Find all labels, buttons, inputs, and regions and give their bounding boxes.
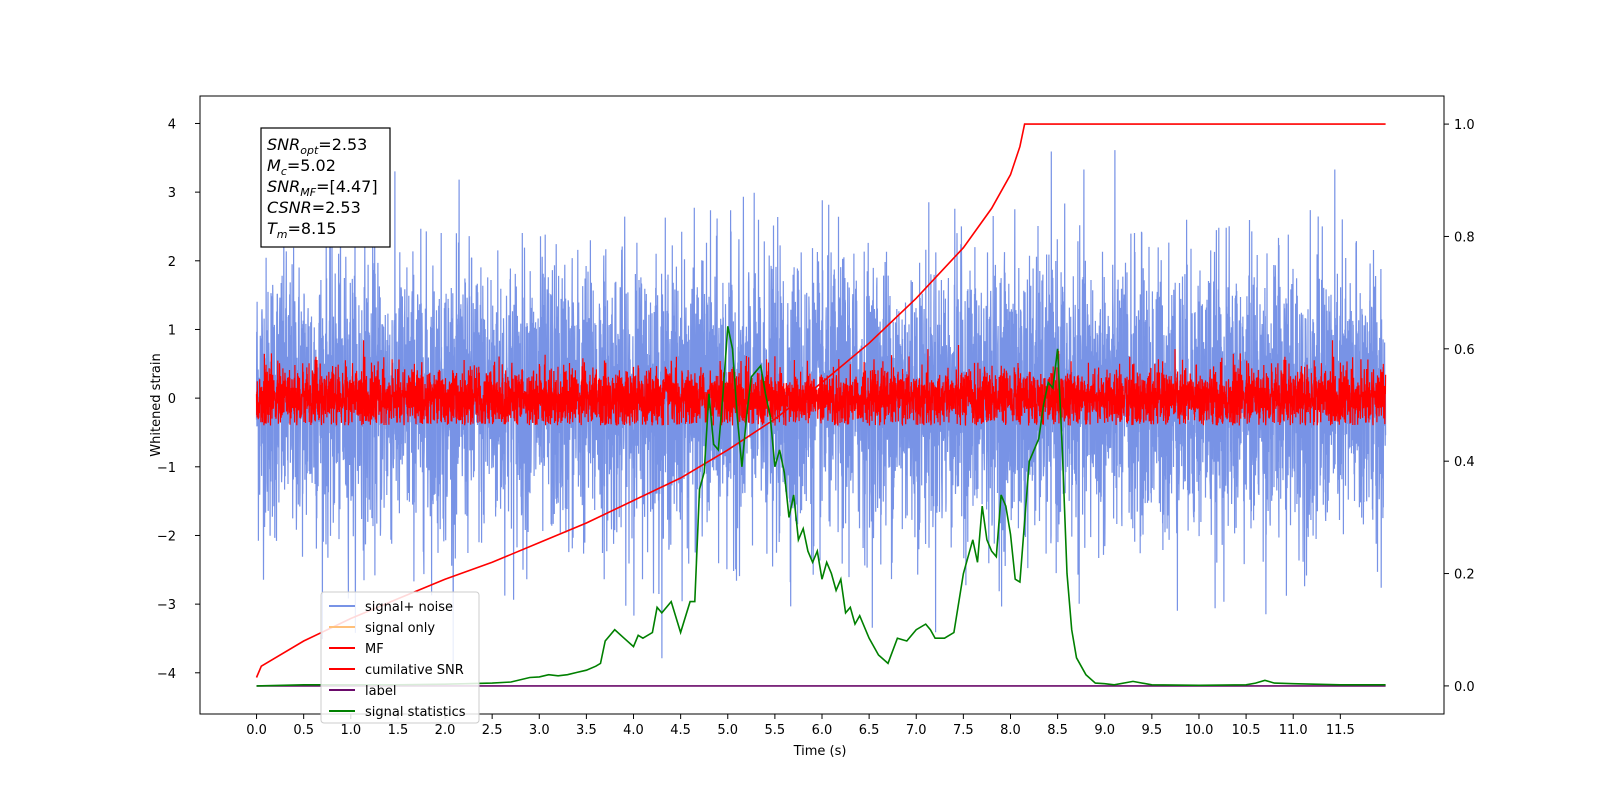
y-tick-label: 2: [168, 255, 176, 270]
legend-frame: [320, 591, 480, 724]
annotation-subscript: opt: [300, 144, 319, 157]
x-tick-label: 8.5: [1047, 723, 1068, 738]
x-tick-label: 0.5: [293, 723, 314, 738]
x-tick-label: 1.0: [340, 723, 361, 738]
annotation-symbol: SNR: [267, 135, 300, 154]
x-tick-label: 11.0: [1279, 723, 1308, 738]
x-axis-label: Time (s): [793, 744, 847, 759]
annotation-line: SNRMF=[4.47]: [267, 177, 378, 199]
legend-label-signal-statistics: signal statistics: [365, 705, 466, 720]
y2-tick-label: 1.0: [1454, 118, 1475, 133]
annotation-frame: [260, 127, 391, 248]
series-mf-trace: [255, 340, 1387, 426]
x-tick-label: 2.5: [482, 723, 503, 738]
x-tick-label: 1.5: [388, 723, 409, 738]
x-tick-label: 7.5: [953, 723, 974, 738]
y2-tick-label: 0.4: [1454, 455, 1475, 470]
x-tick-label: 8.0: [1000, 723, 1021, 738]
y2-tick-label: 0.6: [1454, 343, 1475, 358]
annotation-value: =2.53: [312, 198, 361, 217]
annotation-subscript: MF: [300, 186, 316, 199]
legend-label-mf: MF: [365, 642, 384, 657]
legend: signal+ noise signal only MF cumilative SNR…: [320, 591, 480, 724]
y-axis-label: Whitened strain: [149, 353, 164, 456]
y-tick-label: −4: [157, 667, 176, 682]
legend-label-signal-only: signal only: [365, 621, 435, 636]
x-tick-label: 6.0: [812, 723, 833, 738]
annotation-line: Tm=8.15: [267, 219, 337, 241]
x-tick-label: 5.5: [765, 723, 786, 738]
annotation-symbol: SNR: [267, 177, 300, 196]
x-tick-label: 4.5: [670, 723, 691, 738]
x-tick-label: 10.5: [1232, 723, 1261, 738]
annotation-line: SNRopt=2.53: [267, 135, 367, 157]
x-tick-label: 9.5: [1142, 723, 1163, 738]
annotation-value: =2.53: [318, 135, 367, 154]
x-tick-label: 7.0: [906, 723, 927, 738]
annotation-value: =[4.47]: [316, 177, 378, 196]
x-tick-label: 0.0: [246, 723, 267, 738]
annotation-subscript: c: [281, 165, 287, 178]
annotation-line: Mc=5.02: [267, 156, 336, 178]
legend-label-label: label: [365, 684, 396, 699]
x-tick-label: 3.0: [529, 723, 550, 738]
y-tick-label: 3: [168, 186, 176, 201]
y2-tick-label: 0.8: [1454, 230, 1475, 245]
x-tick-label: 10.0: [1184, 723, 1213, 738]
annotation-value: =8.15: [288, 219, 337, 238]
y-tick-label: 0: [168, 392, 176, 407]
y-tick-label: 1: [168, 323, 176, 338]
x-tick-label: 4.0: [623, 723, 644, 738]
x-tick-label: 11.5: [1326, 723, 1355, 738]
annotation-symbol: M: [267, 156, 281, 175]
y-tick-label: 4: [168, 117, 176, 132]
x-tick-label: 3.5: [576, 723, 597, 738]
annotation-value: =5.02: [287, 156, 336, 175]
series-signal-statistics-line: [256, 326, 1386, 687]
legend-label-signal-noise: signal+ noise: [365, 600, 453, 615]
annotation-symbol: CSNR: [267, 198, 312, 217]
y-axis-right: 0.0 0.2 0.4 0.6 0.8 1.0: [1444, 118, 1475, 695]
x-axis: 0.0 0.5 1.0 1.5 2.0 2.5 3.0 3.5 4.0 4.5 5.0 5.5 6.0 6…: [246, 714, 1355, 738]
annotation-line: CSNR=2.53: [267, 198, 361, 217]
annotation-subscript: m: [277, 228, 288, 241]
y2-tick-label: 0.0: [1454, 680, 1475, 695]
x-tick-label: 5.0: [717, 723, 738, 738]
x-tick-label: 2.0: [435, 723, 456, 738]
y-tick-label: −2: [157, 529, 176, 544]
y2-tick-label: 0.2: [1454, 568, 1475, 583]
y-tick-label: −3: [157, 598, 176, 613]
annotation-box: SNRopt=2.53Mc=5.02SNRMF=[4.47]CSNR=2.53T…: [260, 127, 391, 248]
x-tick-label: 6.5: [859, 723, 880, 738]
legend-label-cumilative-snr: cumilative SNR: [365, 663, 464, 678]
x-tick-label: 9.0: [1094, 723, 1115, 738]
annotation-symbol: T: [267, 219, 278, 238]
y-tick-label: −1: [157, 461, 176, 476]
y-axis-left: −4 −3 −2 −1 0 1 2 3 4: [157, 117, 200, 682]
